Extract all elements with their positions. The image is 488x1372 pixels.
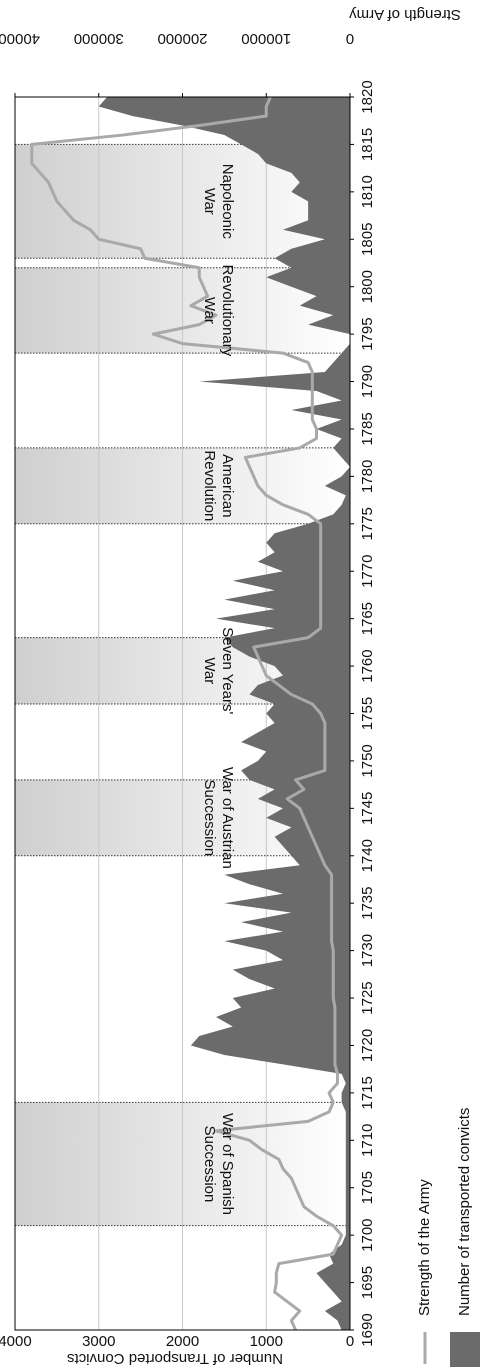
war-label: Napoleonic [219,164,236,240]
y2-tick-label: 100000 [241,30,291,47]
plot-frame [14,96,351,1331]
war-label: War of Austrian [219,767,236,869]
war-label: War [201,297,218,324]
x-tick-label: 1805 [359,223,376,256]
war-label: Seven Years' [219,627,236,714]
x-tick-label: 1735 [359,887,376,920]
y2-tick-label: 0 [346,30,354,47]
x-tick-label: 1740 [359,839,376,872]
war-label: Revolutionary [219,265,236,357]
war-label: Succession [201,1126,218,1203]
y-tick-label: 2000 [166,1333,199,1350]
x-tick-label: 1780 [359,460,376,493]
y-tick-label: 0 [346,1333,354,1350]
x-tick-label: 1810 [359,175,376,208]
y-axis-title: Number of Transported Convicts [67,1350,283,1367]
x-tick-label: 1750 [359,744,376,777]
y-tick-label: 4000 [0,1333,32,1350]
x-tick-label: 1725 [359,981,376,1014]
x-tick-label: 1760 [359,649,376,682]
legend-label: Strength of the Army [416,1179,433,1316]
x-tick-label: 1795 [359,317,376,350]
x-tick-label: 1705 [359,1171,376,1204]
x-tick-label: 1715 [359,1076,376,1109]
y2-tick-label: 300000 [74,30,124,47]
war-label: War [201,657,218,684]
x-tick-label: 1695 [359,1266,376,1299]
x-tick-label: 1775 [359,507,376,540]
x-tick-label: 1700 [359,1218,376,1251]
y2-tick-label: 200000 [157,30,207,47]
x-tick-label: 1770 [359,555,376,588]
convicts-area [98,97,350,1330]
x-tick-label: 1720 [359,1029,376,1062]
x-tick-label: 1730 [359,934,376,967]
y-tick-label: 3000 [82,1333,115,1350]
war-label: War [201,188,218,215]
x-tick-label: 1710 [359,1124,376,1157]
war-label: Revolution [201,450,218,521]
legend-swatch [450,1332,480,1367]
x-tick-label: 1790 [359,365,376,398]
y-tick-label: 1000 [250,1333,283,1350]
y2-axis-title: Strength of Army [349,6,461,23]
x-tick-label: 1745 [359,792,376,825]
x-tick-label: 1785 [359,412,376,445]
y2-tick-label: 400000 [0,30,40,47]
war-label: American [219,454,236,517]
x-tick-label: 1690 [359,1313,376,1346]
x-tick-label: 1820 [359,80,376,113]
x-tick-label: 1755 [359,697,376,730]
x-tick-label: 1765 [359,602,376,635]
legend-label: Number of transported convicts [456,1108,473,1316]
x-tick-label: 1800 [359,270,376,303]
war-label: War of Spanish [219,1113,236,1215]
war-label: Succession [201,779,218,856]
x-tick-label: 1815 [359,128,376,161]
army-line [30,96,344,1331]
